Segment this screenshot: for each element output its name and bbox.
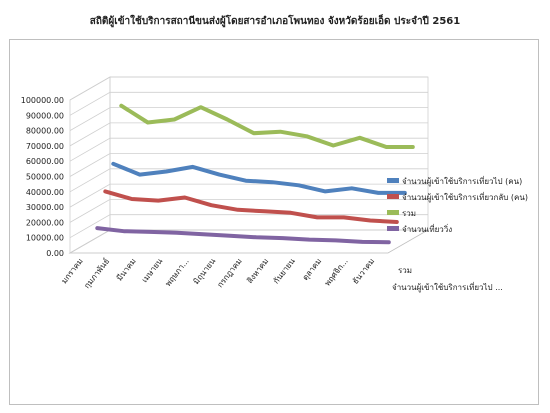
y-gridline xyxy=(69,214,428,239)
y-tick-label: 100000.00 xyxy=(21,96,64,105)
legend-swatch xyxy=(387,210,399,215)
x-tick-label: ตุลาคม xyxy=(301,257,324,282)
depth-label: จำนวนผู้เข้าใช้บริการเที่ยวไป ... xyxy=(392,281,503,293)
y-gridline xyxy=(69,183,428,208)
series-line xyxy=(111,161,407,195)
legend-label: จำนวนผู้เข้าใช้บริการเที่ยวไป (คน) xyxy=(402,175,522,187)
x-tick-label: สิงหาคม xyxy=(245,257,270,286)
y-tick-label: 20000.00 xyxy=(26,218,64,227)
series-lines xyxy=(95,103,415,245)
legend-label: จำนวนเที่ยววิ่ง xyxy=(402,223,452,234)
x-tick-label: มีนาคม xyxy=(115,257,138,283)
series-line xyxy=(95,226,391,245)
legend: จำนวนผู้เข้าใช้บริการเที่ยวไป (คน) จำนวนผ… xyxy=(387,175,528,234)
y-tick-label: 10000.00 xyxy=(26,234,64,243)
y-tick-labels: 0.00 10000.00 20000.00 30000.00 40000.00 5000… xyxy=(21,96,64,258)
x-tick-label: พฤษภา... xyxy=(164,257,191,288)
y-tick-label: 0.00 xyxy=(46,249,64,258)
legend-swatch xyxy=(387,194,399,199)
y-gridline xyxy=(69,91,428,116)
legend-label: รวม xyxy=(402,209,416,218)
chart-title: สถิติผู้เข้าใช้บริการสถานีขนส่งผู้โดยสาร… xyxy=(89,16,461,27)
series-line xyxy=(119,103,415,149)
x-tick-label: กุมภาพันธ์ xyxy=(82,256,112,290)
y-gridline xyxy=(69,137,428,162)
y-gridline xyxy=(69,168,428,193)
y-gridline xyxy=(69,198,428,223)
depth-label: รวม xyxy=(398,266,412,275)
legend-swatch xyxy=(387,178,399,183)
y-tick-label: 60000.00 xyxy=(26,157,64,166)
x-tick-label: เมษายน xyxy=(140,256,165,284)
legend-swatch xyxy=(387,226,399,231)
y-gridline xyxy=(69,153,428,177)
x-tick-label: มิถุนายน xyxy=(192,256,218,286)
x-tick-label: กันยายน xyxy=(271,256,297,285)
y-tick-label: 40000.00 xyxy=(26,188,64,197)
series-line xyxy=(103,189,399,224)
x-tick-label: กรกฎาคม xyxy=(216,257,244,290)
y-gridline xyxy=(69,122,428,147)
x-tick-label: ธันวาคม xyxy=(351,257,377,286)
y-tick-label: 90000.00 xyxy=(26,111,64,120)
y-tick-label: 70000.00 xyxy=(26,142,64,151)
y-gridlines xyxy=(69,76,428,254)
y-tick-label: 30000.00 xyxy=(26,203,64,212)
chart-walls xyxy=(68,76,430,254)
y-tick-label: 80000.00 xyxy=(26,127,64,136)
legend-label: จำนวนผู้เข้าใช้บริการเที่ยวกลับ (คน) xyxy=(402,191,528,203)
chart-frame xyxy=(9,39,539,405)
x-tick-label: มกราคม xyxy=(60,257,85,286)
y-gridline xyxy=(69,76,428,101)
x-tick-label: พฤศจิก... xyxy=(323,257,350,288)
depth-labels: รวมจำนวนผู้เข้าใช้บริการเที่ยวไป ... xyxy=(392,266,503,293)
y-tick-label: 50000.00 xyxy=(26,173,64,182)
y-gridline xyxy=(69,107,428,131)
